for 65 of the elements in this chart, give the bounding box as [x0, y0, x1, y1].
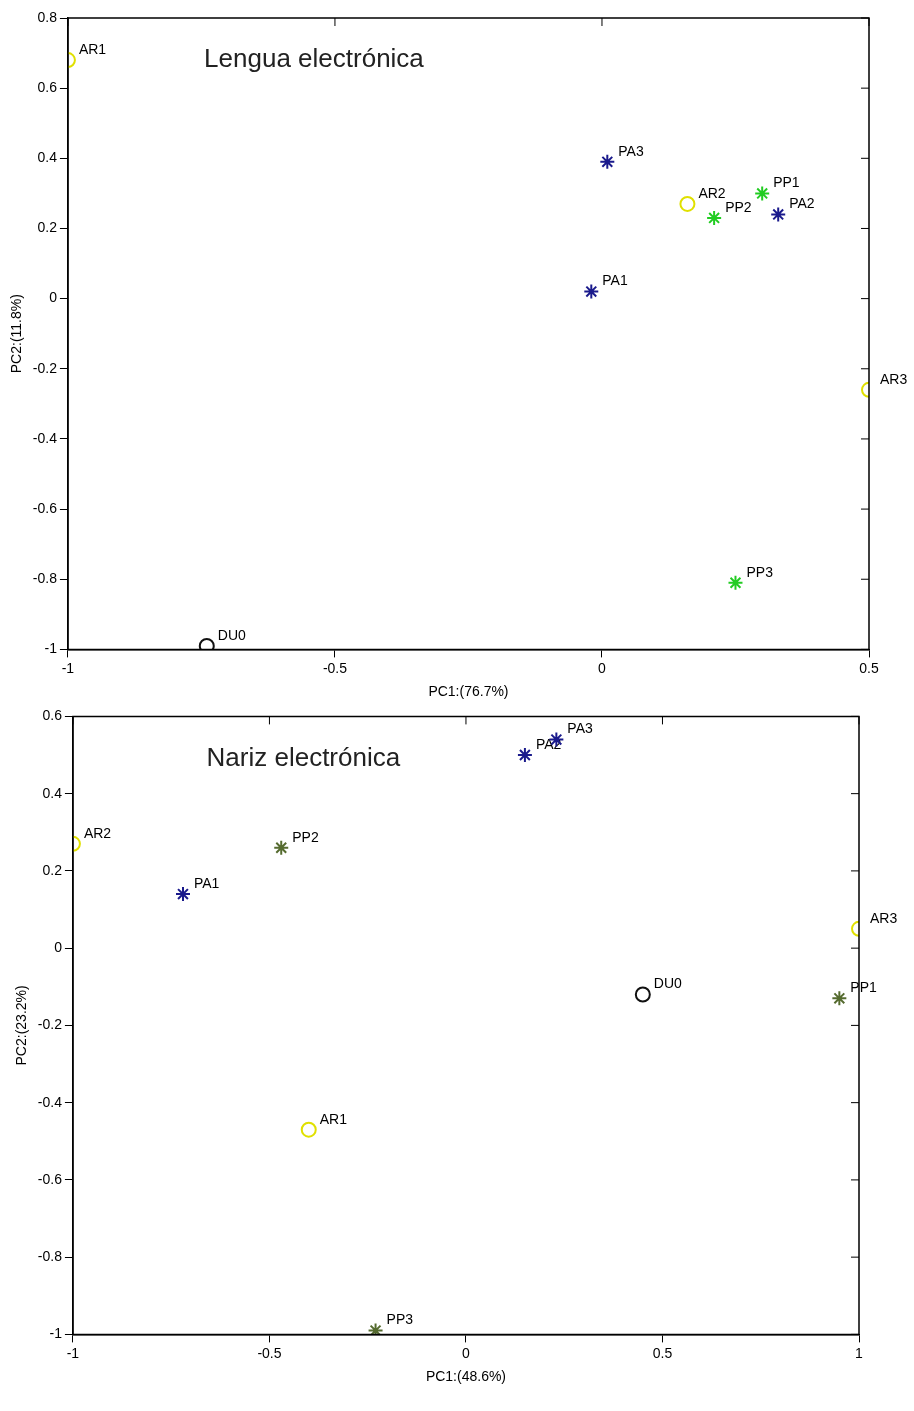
annotation: PP3	[746, 563, 774, 580]
x-tick-label: -0.5	[322, 659, 348, 676]
y-tick-label: 0.8	[37, 8, 58, 25]
y-tick-label: -0.2	[37, 1016, 63, 1033]
y-tick-label: 0.2	[37, 219, 58, 236]
y-tick-label: 0.4	[42, 784, 63, 801]
y-tick-label: 0.6	[37, 79, 58, 96]
point	[583, 283, 600, 300]
point	[367, 1322, 384, 1335]
x-tick-label: 1	[855, 1344, 864, 1361]
point	[599, 153, 616, 170]
annotation: PA1	[602, 272, 628, 289]
point	[516, 747, 533, 764]
point	[727, 574, 744, 591]
x-tick-label: -0.5	[257, 1344, 282, 1361]
x-tick-label: -1	[61, 659, 75, 676]
annotation: PP2	[292, 828, 319, 845]
y-tick-label: 0.4	[37, 149, 58, 166]
x-tick-label: 0	[598, 659, 607, 676]
annotation: PP3	[386, 1311, 414, 1328]
annotation: PA3	[567, 720, 593, 737]
y-tick-label: -0.8	[37, 1248, 63, 1265]
y-tick-label: -0.2	[32, 359, 58, 376]
point	[273, 839, 290, 856]
annotation: DU0	[653, 975, 683, 992]
point	[634, 986, 651, 1003]
point	[754, 185, 771, 202]
y-tick-label: -0.4	[37, 1093, 63, 1110]
annotation: AR2	[698, 184, 726, 201]
y-tick-label: -0.6	[32, 499, 58, 516]
point	[174, 886, 191, 903]
annotation: PP1	[773, 174, 800, 191]
annotation: PA1	[193, 874, 220, 891]
y-axis-title: PC2:(23.2%)	[13, 985, 30, 1066]
annotation: AR1	[319, 1110, 348, 1127]
text: Lengua electrónica	[204, 43, 425, 74]
y-tick-label: 0.6	[42, 707, 63, 724]
point	[198, 637, 215, 650]
x-axis-title: PC1:(48.6%)	[425, 1368, 507, 1385]
point	[831, 990, 848, 1007]
annotation: PA3	[618, 142, 644, 159]
annotation: PP2	[725, 198, 752, 215]
y-tick-label: -0.8	[32, 570, 58, 587]
y-tick-label: 0	[49, 289, 58, 306]
point	[706, 209, 723, 226]
annotation: DU0	[217, 626, 246, 643]
annotation: AR3	[880, 370, 908, 387]
y-tick-label: -1	[44, 640, 58, 657]
x-tick-label: 0.5	[859, 659, 879, 676]
y-tick-label: -0.6	[37, 1170, 63, 1187]
y-axis-title: PC2:(11.8%)	[8, 294, 25, 374]
x-tick-label: -1	[66, 1344, 80, 1361]
y-tick-label: 0.2	[42, 861, 63, 878]
y-tick-label: 0	[54, 939, 63, 956]
annotation: PA2	[789, 195, 815, 212]
point	[770, 206, 787, 223]
y-tick-label: -0.4	[32, 429, 58, 446]
annotation: AR1	[78, 40, 107, 57]
x-tick-label: 0.5	[652, 1344, 673, 1361]
annotation: AR2	[83, 824, 112, 841]
x-axis-title: PC1:(76.7%)	[428, 683, 509, 700]
annotation: AR3	[870, 909, 898, 926]
text: Nariz electrónica	[206, 741, 401, 772]
y-tick-label: -1	[49, 1325, 63, 1342]
x-tick-label: 0	[462, 1344, 471, 1361]
